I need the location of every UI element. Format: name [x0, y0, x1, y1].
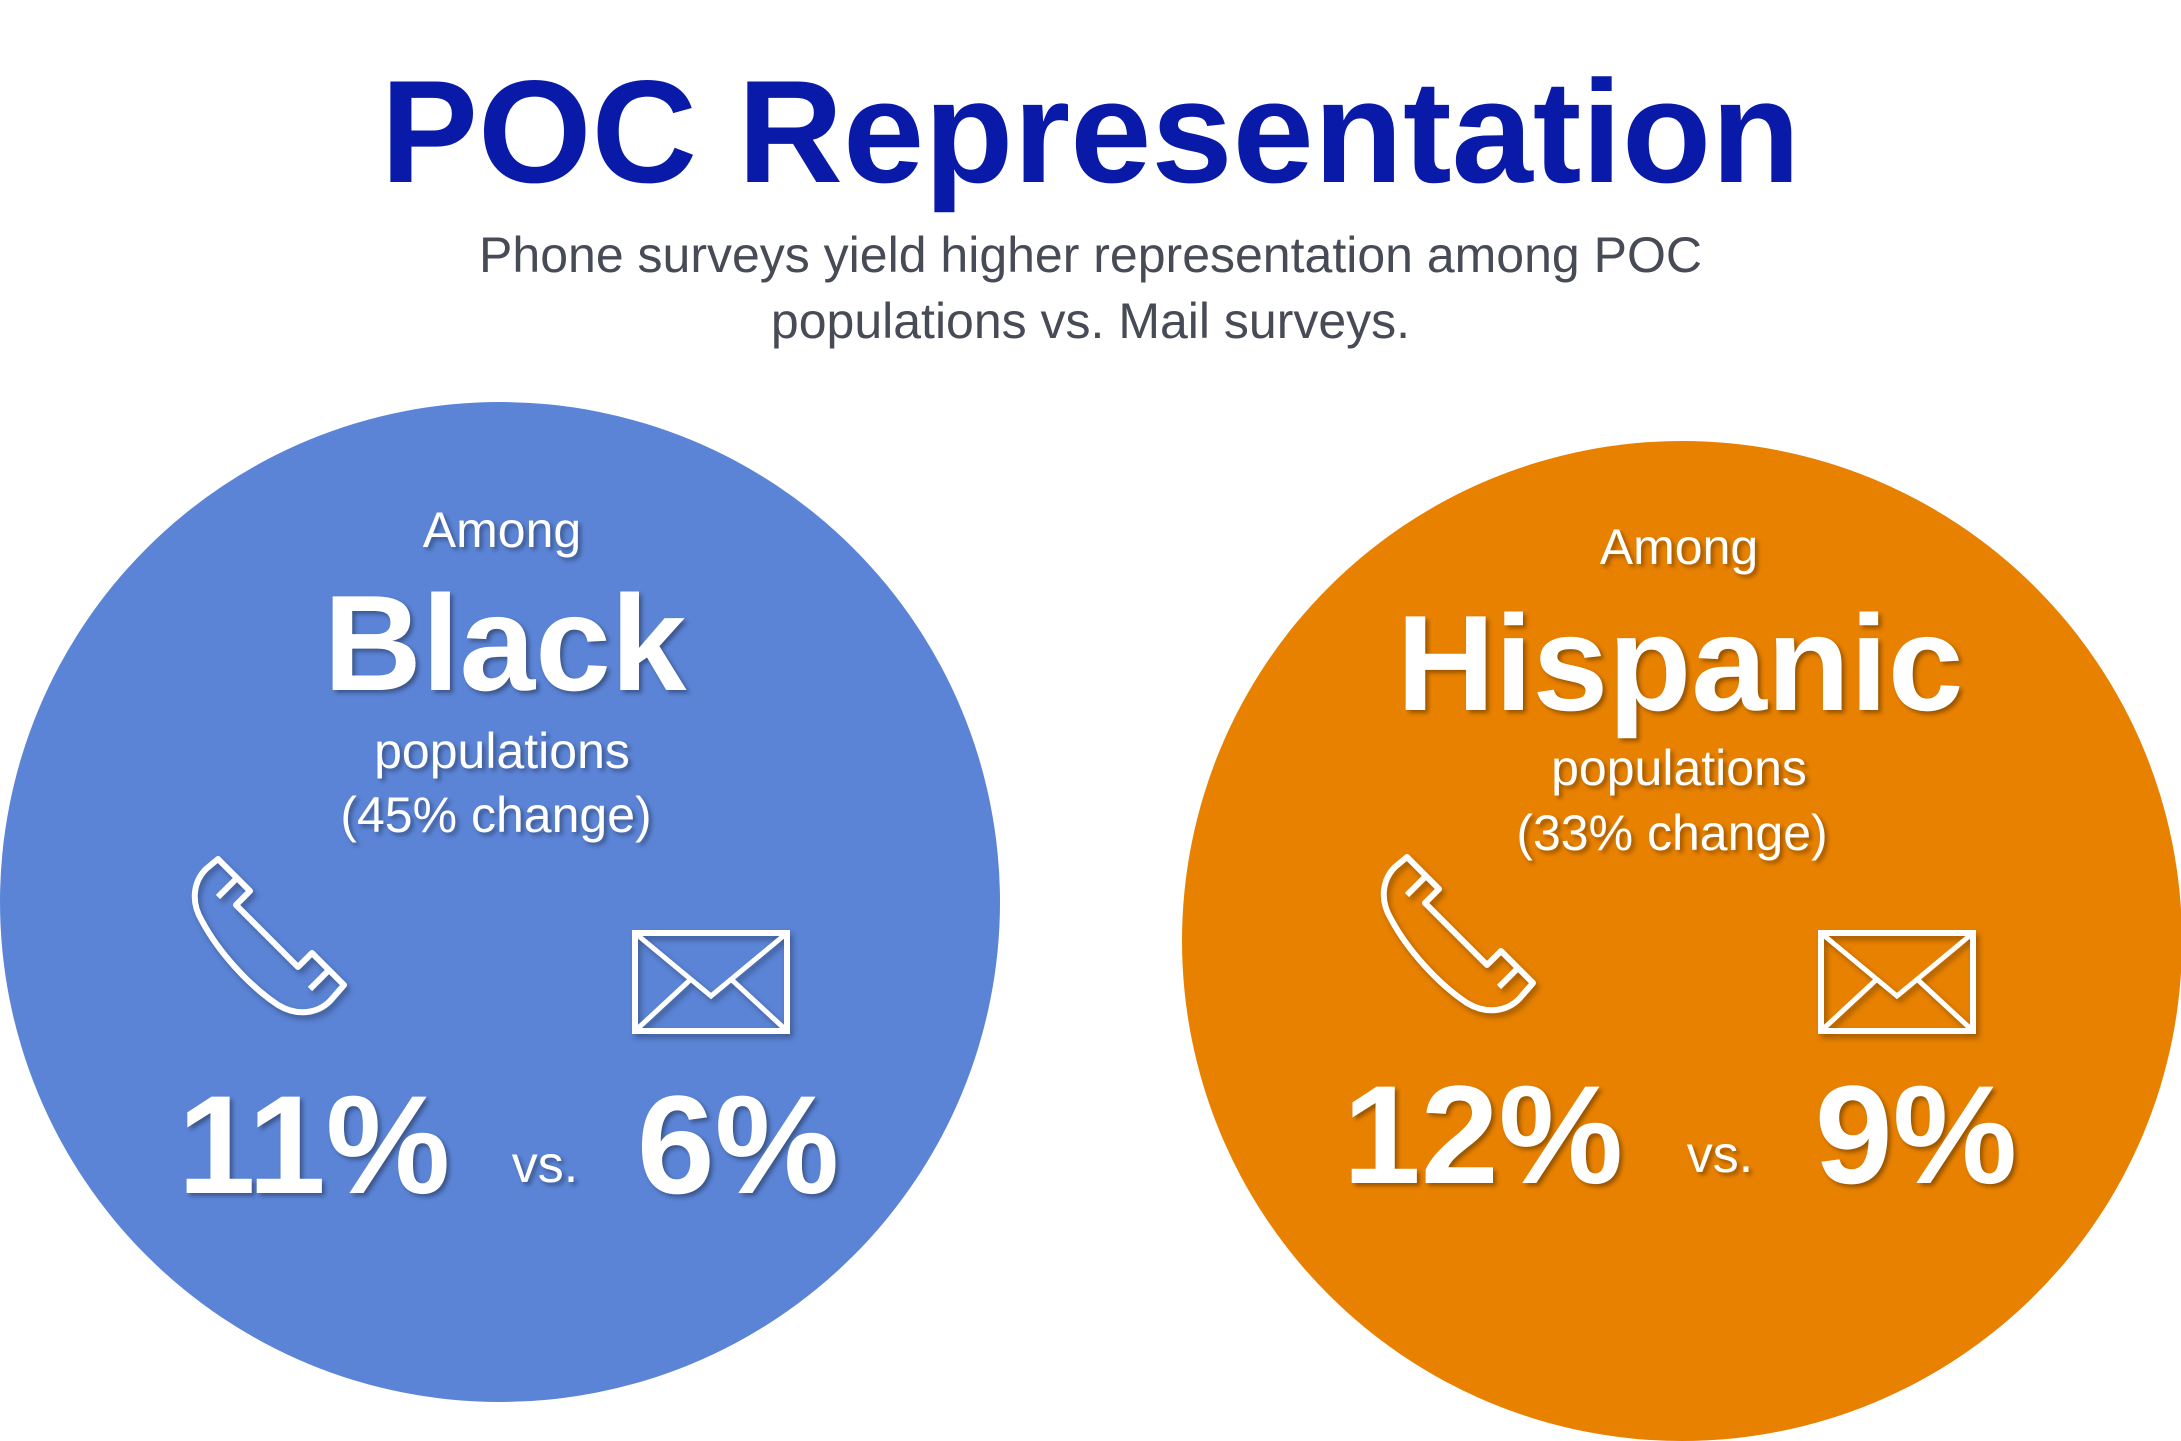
hispanic-phone-value: 12%	[1342, 1056, 1624, 1213]
phone-icon	[1380, 854, 1536, 1014]
black-vs-label: vs.	[511, 1136, 579, 1194]
envelope-icon	[632, 930, 790, 1034]
subtitle-line-2: populations vs. Mail surveys.	[770, 293, 1411, 349]
subtitle-line-1: Phone surveys yield higher representatio…	[479, 227, 1702, 283]
black-phone-value: 11%	[177, 1066, 451, 1223]
black-change-label: (45% change)	[340, 787, 652, 843]
envelope-icon	[1818, 930, 1976, 1034]
hispanic-change-label: (33% change)	[1516, 805, 1828, 861]
hispanic-among-label: Among	[1599, 519, 1759, 575]
black-among-label: Among	[422, 502, 582, 558]
black-mail-value: 6%	[636, 1066, 840, 1223]
phone-icon	[191, 856, 347, 1016]
hispanic-population-circle	[1182, 441, 2181, 1441]
black-group-name: Black	[323, 567, 687, 719]
page-title: POC Representation	[380, 50, 1801, 213]
hispanic-mail-value: 9%	[1814, 1056, 2018, 1213]
hispanic-vs-label: vs.	[1686, 1126, 1754, 1184]
hispanic-group-name: Hispanic	[1396, 587, 1964, 739]
black-population-circle	[0, 402, 1000, 1402]
black-populations-label: populations	[374, 723, 630, 779]
hispanic-populations-label: populations	[1551, 740, 1807, 796]
